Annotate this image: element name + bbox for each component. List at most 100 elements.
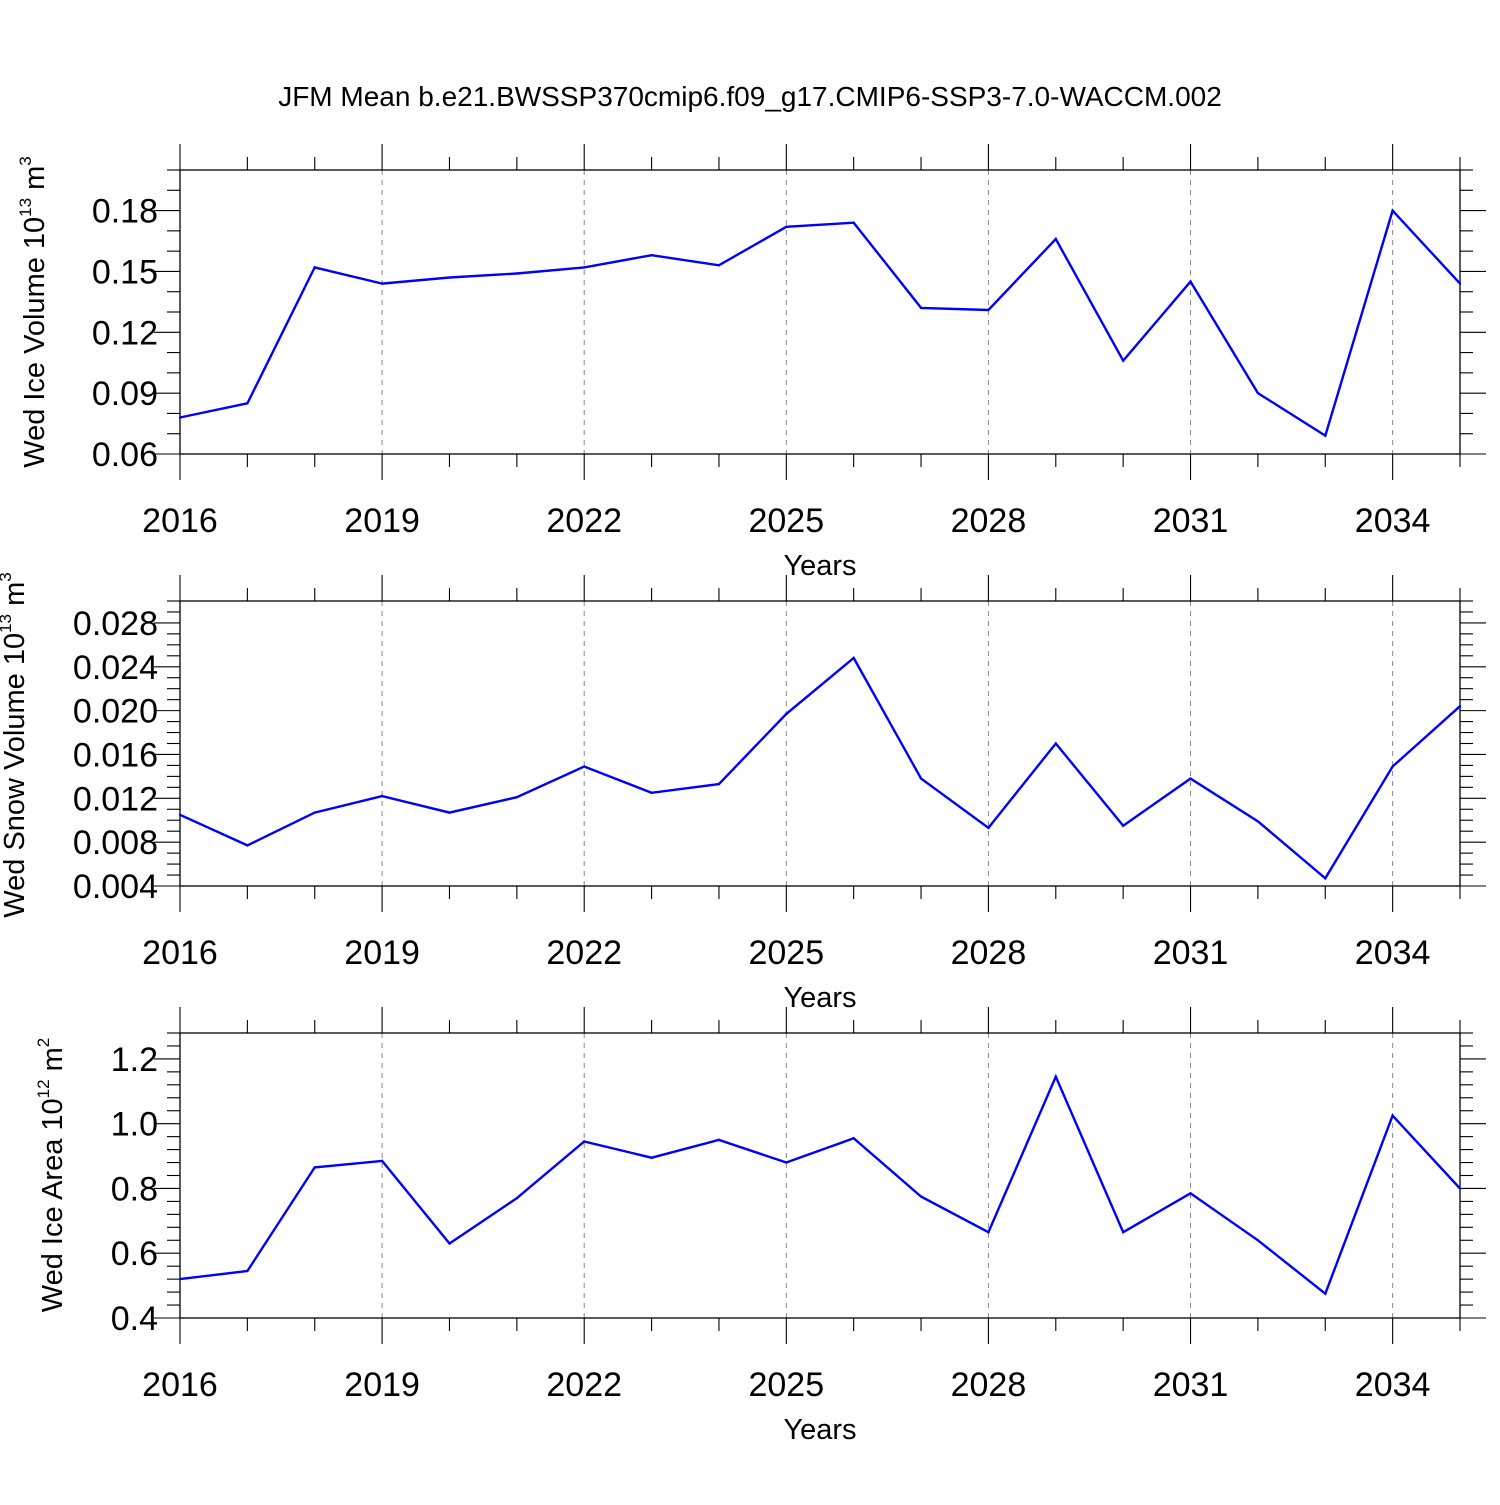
ice-volume-xtick-label: 2016	[142, 502, 218, 540]
snow-volume-series-line	[179, 656, 1461, 881]
ice-area-data-point	[246, 1269, 249, 1273]
ice-area-data-point	[717, 1138, 721, 1142]
ice-volume-x-axis-label: Years	[783, 550, 856, 582]
ice-area-plot-frame	[179, 1032, 1461, 1319]
snow-volume-ytick-label: 0.004	[73, 868, 158, 906]
ice-area-y-axis-label: Wed Ice Area 1012 m2	[34, 1038, 69, 1312]
ice-volume-y-axis-label: Wed Ice Volume 1013 m3	[16, 156, 51, 468]
snow-volume-xtick-label: 2028	[951, 934, 1027, 972]
snow-volume-ytick-label: 0.008	[73, 824, 158, 862]
ice-area-data-point	[380, 1159, 384, 1163]
ice-volume-xtick-label: 2028	[951, 502, 1027, 540]
ice-volume-data-point	[178, 416, 182, 419]
ice-volume-xtick-label: 2031	[1153, 502, 1229, 540]
figure-title: JFM Mean b.e21.BWSSP370cmip6.f09_g17.CMI…	[278, 81, 1222, 112]
ice-area-data-point	[1256, 1239, 1260, 1242]
ice-area-data-point	[448, 1242, 451, 1245]
snow-volume-y-axis-label: Wed Snow Volume 1013 m3	[0, 572, 31, 917]
ice-volume-xtick-label: 2025	[748, 502, 824, 540]
snow-volume-ytick-label: 0.028	[73, 605, 158, 643]
snow-volume-xtick-label: 2022	[546, 934, 622, 972]
ice-area-data-point	[785, 1161, 788, 1164]
ice-volume-data-point	[380, 282, 384, 285]
ice-area-data-point	[1054, 1075, 1057, 1078]
snow-volume-xtick-label: 2034	[1355, 934, 1431, 972]
panel-ice-volume: 0.06 0.09 0.12 0.15 0.18 2016 2019 2022 2025 2028…	[16, 144, 1486, 582]
ice-area-data-point	[178, 1277, 182, 1281]
snow-volume-ytick-label: 0.016	[73, 736, 158, 774]
ice-volume-data-point	[717, 264, 721, 267]
snow-volume-data-point	[246, 844, 249, 847]
panel-ice-area: 0.4 0.6 0.8 1.0 1.2 2016 2019 2022 2025 2028 2031 2…	[34, 1007, 1486, 1446]
snow-volume-ytick-label: 0.020	[73, 693, 158, 731]
ice-area-data-point	[1324, 1292, 1327, 1295]
ice-volume-data-point	[448, 276, 451, 279]
snow-volume-data-point	[717, 782, 721, 786]
ice-volume-data-point	[1189, 280, 1192, 283]
ice-area-data-point	[1189, 1192, 1192, 1195]
ice-volume-xtick-label: 2019	[344, 502, 420, 540]
snow-volume-xtick-label: 2016	[142, 934, 218, 972]
ice-area-data-point	[650, 1156, 653, 1159]
ice-volume-data-point	[246, 402, 249, 405]
ice-volume-data-point	[515, 272, 519, 275]
ice-area-data-point	[583, 1140, 586, 1143]
snow-volume-data-point	[1391, 765, 1394, 768]
ice-area-data-point	[313, 1166, 316, 1169]
ice-area-ytick-label: 1.0	[111, 1106, 158, 1144]
ice-area-data-point	[1391, 1114, 1394, 1117]
snow-volume-data-point	[919, 777, 923, 780]
snow-volume-plot-frame	[179, 600, 1461, 887]
snow-volume-data-point	[515, 796, 519, 799]
snow-volume-data-point	[1458, 705, 1462, 708]
ice-volume-data-point	[1256, 391, 1260, 395]
ice-volume-ytick-label: 0.18	[92, 193, 158, 231]
snow-volume-data-point	[987, 826, 990, 830]
ice-volume-data-point	[1324, 434, 1327, 437]
ice-area-ytick-label: 1.2	[111, 1041, 158, 1079]
ice-area-data-point	[852, 1137, 855, 1140]
ice-area-ytick-label: 0.8	[111, 1170, 158, 1208]
snow-volume-x-axis-label: Years	[783, 982, 856, 1014]
ice-area-data-point	[1458, 1187, 1462, 1190]
snow-volume-ytick-label: 0.024	[73, 649, 158, 687]
ice-area-xtick-label: 2031	[1153, 1366, 1229, 1404]
snow-volume-xtick-label: 2019	[344, 934, 420, 972]
ice-volume-xtick-label: 2022	[546, 502, 622, 540]
panel-snow-volume: 0.004 0.008 0.012 0.016 0.020 0.024 0.028 2016 2…	[0, 572, 1486, 1014]
ice-area-xtick-label: 2034	[1355, 1366, 1431, 1404]
ice-volume-data-point	[919, 306, 923, 310]
ice-area-data-point	[987, 1230, 990, 1234]
snow-volume-data-point	[380, 794, 384, 798]
ice-area-data-point	[515, 1196, 519, 1200]
ice-volume-data-point	[583, 266, 586, 269]
ice-volume-data-point	[1121, 359, 1125, 362]
ice-volume-data-point	[852, 221, 855, 224]
ice-volume-ytick-label: 0.12	[92, 314, 158, 352]
ice-volume-data-point	[1054, 237, 1057, 241]
ice-area-data-point	[1121, 1230, 1125, 1234]
ice-volume-plot-frame	[179, 169, 1461, 455]
ice-area-series-line	[179, 1073, 1461, 1296]
snow-volume-data-point	[178, 813, 182, 816]
ice-volume-xtick-label: 2034	[1355, 502, 1431, 540]
ice-volume-ytick-label: 0.15	[92, 253, 158, 291]
ice-volume-ytick-label: 0.09	[92, 375, 158, 413]
ice-area-x-axis-label: Years	[783, 1414, 856, 1446]
ice-volume-data-point	[1458, 282, 1462, 285]
snow-volume-data-point	[1324, 877, 1327, 880]
ice-area-xtick-label: 2016	[142, 1366, 218, 1404]
ice-area-xtick-label: 2019	[344, 1366, 420, 1404]
snow-volume-data-point	[583, 765, 586, 768]
ice-area-data-point	[919, 1195, 923, 1198]
snow-volume-data-point	[448, 811, 451, 814]
snow-volume-data-point	[650, 791, 653, 795]
ice-volume-data-point	[785, 225, 788, 228]
snow-volume-data-point	[313, 811, 316, 814]
snow-volume-ytick-label: 0.012	[73, 780, 158, 818]
ice-volume-data-point	[313, 266, 316, 269]
snow-volume-data-point	[1256, 820, 1260, 823]
ice-area-ytick-label: 0.4	[111, 1300, 158, 1338]
